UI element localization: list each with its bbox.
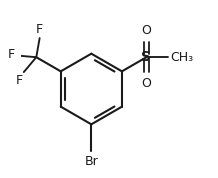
Text: F: F (8, 48, 15, 61)
Text: S: S (141, 50, 151, 64)
Text: F: F (15, 74, 22, 87)
Text: Br: Br (84, 155, 98, 168)
Text: O: O (141, 77, 151, 90)
Text: CH₃: CH₃ (170, 51, 193, 64)
Text: F: F (36, 23, 43, 36)
Text: O: O (141, 24, 151, 37)
